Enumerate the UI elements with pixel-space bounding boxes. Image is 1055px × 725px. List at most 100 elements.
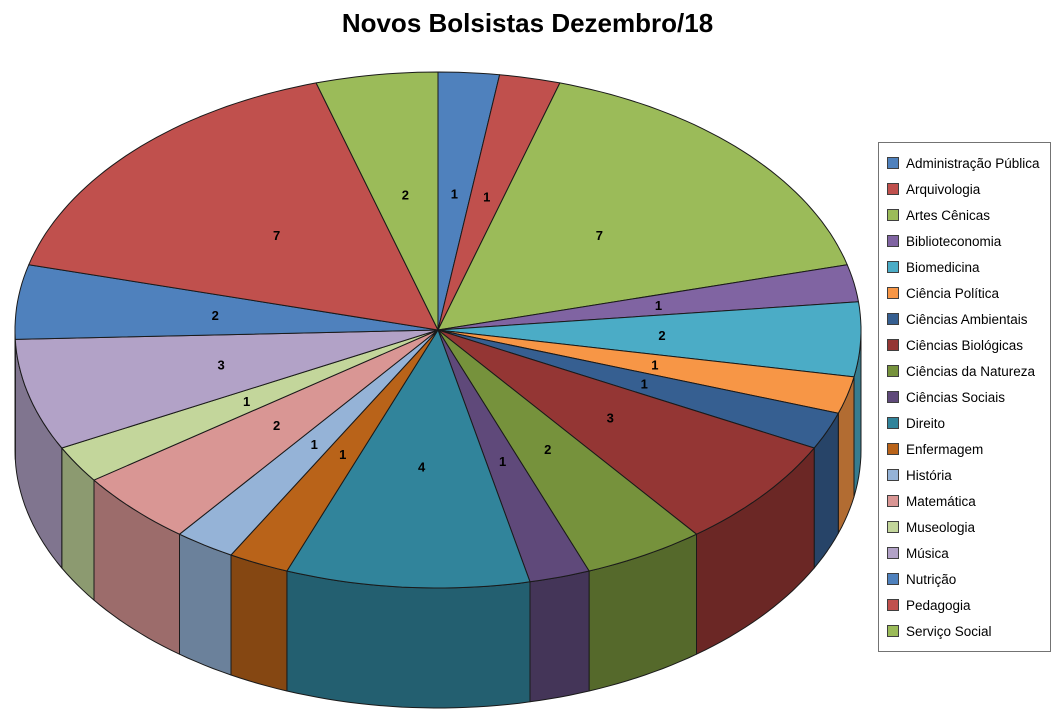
legend-label: Administração Pública <box>906 155 1040 171</box>
legend-item: Serviço Social <box>883 618 1046 644</box>
legend-item: Biblioteconomia <box>883 228 1046 254</box>
legend-swatch-icon <box>887 391 899 403</box>
slice-label: 1 <box>499 454 506 469</box>
legend-swatch-icon <box>887 261 899 273</box>
slice-label: 1 <box>641 377 648 392</box>
legend-label: Nutrição <box>906 571 957 587</box>
slice-label: 2 <box>402 188 409 203</box>
slice-label: 7 <box>273 228 280 243</box>
legend-label: Ciências Biológicas <box>906 337 1024 353</box>
legend-item: Matemática <box>883 488 1046 514</box>
legend-item: Pedagogia <box>883 592 1046 618</box>
legend-swatch-icon <box>887 157 899 169</box>
slice-label: 1 <box>451 187 458 202</box>
legend-item: Ciência Política <box>883 280 1046 306</box>
slice-label: 1 <box>243 394 250 409</box>
legend-swatch-icon <box>887 365 899 377</box>
pie-slice <box>437 329 855 414</box>
legend-item: Ciências Biológicas <box>883 332 1046 358</box>
legend-label: Música <box>906 545 949 561</box>
legend-label: Biomedicina <box>906 259 980 275</box>
pie-slice-wall <box>179 533 232 676</box>
legend-label: Enfermagem <box>906 441 984 457</box>
pie-slice <box>437 301 862 378</box>
slice-label: 4 <box>418 459 426 474</box>
pie-slice <box>286 329 531 589</box>
legend-swatch-icon <box>887 235 899 247</box>
legend-label: Ciência Política <box>906 285 1000 301</box>
legend-swatch-icon <box>887 599 899 611</box>
legend-swatch-icon <box>887 547 899 559</box>
pie-slice <box>14 329 439 449</box>
legend-item: Artes Cênicas <box>883 202 1046 228</box>
legend-swatch-icon <box>887 287 899 299</box>
legend-swatch-icon <box>887 183 899 195</box>
slice-label: 2 <box>658 328 665 343</box>
slice-label: 2 <box>544 442 551 457</box>
legend-label: Museologia <box>906 519 976 535</box>
slice-label: 7 <box>596 228 603 243</box>
legend-swatch-icon <box>887 443 899 455</box>
legend-label: Ciências da Natureza <box>906 363 1036 379</box>
legend-swatch-icon <box>887 495 899 507</box>
slice-label: 1 <box>483 190 490 205</box>
pie-slice <box>437 329 697 572</box>
legend-item: Biomedicina <box>883 254 1046 280</box>
legend-swatch-icon <box>887 339 899 351</box>
slice-label: 1 <box>339 447 346 462</box>
pie-slice <box>14 264 439 340</box>
pie-slice-wall <box>529 570 590 703</box>
legend-item: História <box>883 462 1046 488</box>
legend-label: Pedagogia <box>906 597 971 613</box>
pie-slice <box>437 329 815 535</box>
pie-slice <box>437 329 590 583</box>
legend-label: Matemática <box>906 493 976 509</box>
legend-item: Arquivologia <box>883 176 1046 202</box>
legend-item: Ciências Ambientais <box>883 306 1046 332</box>
pie-slice <box>230 329 439 572</box>
slice-label: 3 <box>607 411 614 426</box>
pie-slice <box>437 74 561 331</box>
pie-slice <box>315 71 439 331</box>
pie-slice <box>437 82 848 331</box>
legend-label: Ciências Ambientais <box>906 311 1028 327</box>
legend-label: História <box>906 467 952 483</box>
legend-swatch-icon <box>887 469 899 481</box>
legend-swatch-icon <box>887 521 899 533</box>
legend-item: Enfermagem <box>883 436 1046 462</box>
legend-label: Biblioteconomia <box>906 233 1002 249</box>
slice-label: 2 <box>212 308 219 323</box>
pie-slice <box>179 329 439 556</box>
slice-label: 1 <box>655 298 662 313</box>
legend-item: Nutrição <box>883 566 1046 592</box>
legend-label: Serviço Social <box>906 623 992 639</box>
pie-slice-wall <box>230 554 288 692</box>
pie-slice-wall <box>286 570 531 709</box>
legend-item: Ciências Sociais <box>883 384 1046 410</box>
pie-slice <box>437 329 839 449</box>
slice-label: 2 <box>273 418 280 433</box>
legend-swatch-icon <box>887 417 899 429</box>
legend-label: Ciências Sociais <box>906 389 1006 405</box>
legend-item: Museologia <box>883 514 1046 540</box>
pie-slice <box>437 264 859 331</box>
legend-swatch-icon <box>887 625 899 637</box>
pie-slice <box>61 329 439 481</box>
legend-label: Arquivologia <box>906 181 981 197</box>
legend-item: Música <box>883 540 1046 566</box>
chart-title: Novos Bolsistas Dezembro/18 <box>341 8 714 38</box>
pie-slice <box>93 329 439 535</box>
slice-label: 1 <box>651 358 658 373</box>
legend-item: Administração Pública <box>883 150 1046 176</box>
slice-label: 1 <box>311 437 318 452</box>
pie-slice <box>28 82 439 331</box>
legend-item: Ciências da Natureza <box>883 358 1046 384</box>
legend-swatch-icon <box>887 313 899 325</box>
legend-item: Direito <box>883 410 1046 436</box>
slice-label: 3 <box>217 358 224 373</box>
legend-label: Direito <box>906 415 946 431</box>
legend-swatch-icon <box>887 209 899 221</box>
chart-legend: Administração Pública Arquivologia Artes C… <box>878 142 1051 652</box>
